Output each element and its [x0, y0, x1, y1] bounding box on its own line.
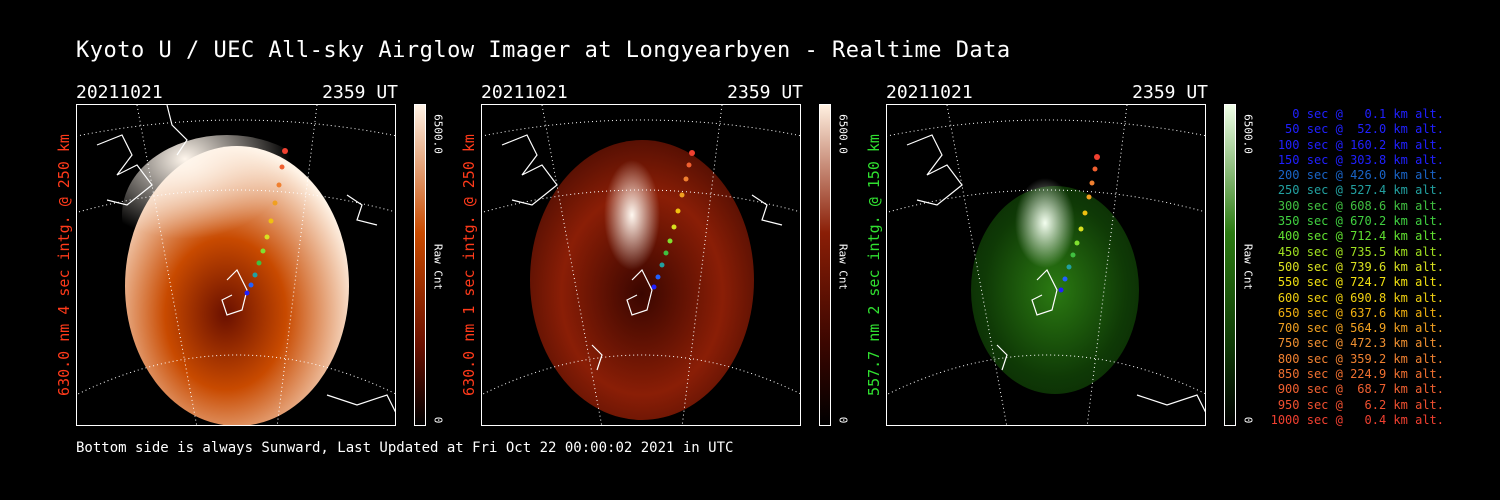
- legend-row: 950 sec @ 6.2 km alt.: [1277, 397, 1444, 412]
- page-title: Kyoto U / UEC All-sky Airglow Imager at …: [76, 38, 1011, 63]
- allsky-image-frame[interactable]: [76, 104, 396, 426]
- legend-row: 900 sec @ 68.7 km alt.: [1277, 382, 1444, 397]
- legend-row: 0 sec @ 0.1 km alt.: [1292, 107, 1444, 121]
- sky-image-disc: [530, 140, 754, 420]
- coastlines: [501, 134, 783, 371]
- colorbar: [414, 104, 426, 426]
- panel-ylabel: 557.7 nm 2 sec intg. @ 150 km: [865, 134, 883, 396]
- legend-row: 300 sec @ 608.6 km alt.: [1277, 198, 1444, 213]
- panel-time: 2359 UT: [322, 82, 398, 103]
- allsky-image: [482, 105, 800, 425]
- panel-time: 2359 UT: [1132, 82, 1208, 103]
- colorbar-max-label: 6500.0: [1241, 114, 1255, 154]
- allsky-image-frame[interactable]: [886, 104, 1206, 426]
- coastlines: [906, 134, 1205, 413]
- legend-row: 600 sec @ 690.8 km alt.: [1277, 290, 1444, 305]
- legend-row: 400 sec @ 712.4 km alt.: [1277, 229, 1444, 244]
- airglow-panel-2: 20211021 2359 UT 630.0 nm 1 sec intg. @ …: [460, 82, 881, 442]
- legend-row: 150 sec @ 303.8 km alt.: [1277, 152, 1444, 167]
- colorbar-min-label: 0: [431, 416, 445, 424]
- legend-row: 650 sec @ 637.6 km alt.: [1277, 305, 1444, 320]
- bright-aurora-region: [1015, 178, 1075, 268]
- satellite-track-legend: 0 sec @ 0.1 km alt. 50 sec @ 52.0 km alt…: [1260, 107, 1444, 428]
- legend-row: 700 sec @ 564.9 km alt.: [1277, 321, 1444, 336]
- allsky-image: [887, 105, 1205, 425]
- colorbar: [819, 104, 831, 426]
- bright-aurora-region: [122, 135, 332, 295]
- legend-row: 850 sec @ 224.9 km alt.: [1277, 367, 1444, 382]
- footer-note: Bottom side is always Sunward, Last Upda…: [76, 440, 734, 456]
- legend-row: 800 sec @ 359.2 km alt.: [1277, 351, 1444, 366]
- legend-row: 250 sec @ 527.4 km alt.: [1277, 183, 1444, 198]
- satellite-track: [1058, 154, 1100, 293]
- legend-row: 550 sec @ 724.7 km alt.: [1277, 275, 1444, 290]
- satellite-track: [651, 150, 695, 290]
- legend-row: 50 sec @ 52.0 km alt.: [1285, 122, 1444, 137]
- legend-row: 750 sec @ 472.3 km alt.: [1277, 336, 1444, 351]
- bright-aurora-region: [604, 160, 660, 270]
- panel-date: 20211021: [481, 82, 568, 103]
- colorbar: [1224, 104, 1236, 426]
- colorbar-unit-label: Raw Cnt: [836, 243, 850, 291]
- legend-row: 350 sec @ 670.2 km alt.: [1277, 214, 1444, 229]
- satellite-track: [244, 148, 288, 296]
- legend-row: 100 sec @ 160.2 km alt.: [1277, 137, 1444, 152]
- panel-ylabel: 630.0 nm 1 sec intg. @ 250 km: [460, 134, 478, 396]
- panel-date: 20211021: [886, 82, 973, 103]
- legend-row: 450 sec @ 735.5 km alt.: [1277, 244, 1444, 259]
- grid-lines: [482, 105, 800, 425]
- colorbar-max-label: 6500.0: [431, 114, 445, 154]
- legend-row: 1000 sec @ 0.4 km alt.: [1270, 412, 1444, 427]
- legend-row: 500 sec @ 739.6 km alt.: [1277, 259, 1444, 274]
- colorbar-min-label: 0: [836, 416, 850, 424]
- allsky-image-frame[interactable]: [481, 104, 801, 426]
- airglow-panel-3: 20211021 2359 UT 557.7 nm 2 sec intg. @ …: [865, 82, 1286, 442]
- allsky-image: [77, 105, 395, 425]
- grid-lines: [77, 105, 395, 425]
- airglow-panel-1: 20211021 2359 UT 630.0 nm 4 sec intg. @ …: [55, 82, 476, 442]
- sky-image-disc: [971, 186, 1139, 394]
- panel-ylabel: 630.0 nm 4 sec intg. @ 250 km: [55, 134, 73, 396]
- coastlines: [96, 105, 395, 413]
- legend-row: 200 sec @ 426.0 km alt.: [1277, 168, 1444, 183]
- colorbar-max-label: 6500.0: [836, 114, 850, 154]
- colorbar-unit-label: Raw Cnt: [1241, 243, 1255, 291]
- colorbar-min-label: 0: [1241, 416, 1255, 424]
- colorbar-unit-label: Raw Cnt: [431, 243, 445, 291]
- panel-date: 20211021: [76, 82, 163, 103]
- grid-lines: [887, 105, 1205, 425]
- panel-time: 2359 UT: [727, 82, 803, 103]
